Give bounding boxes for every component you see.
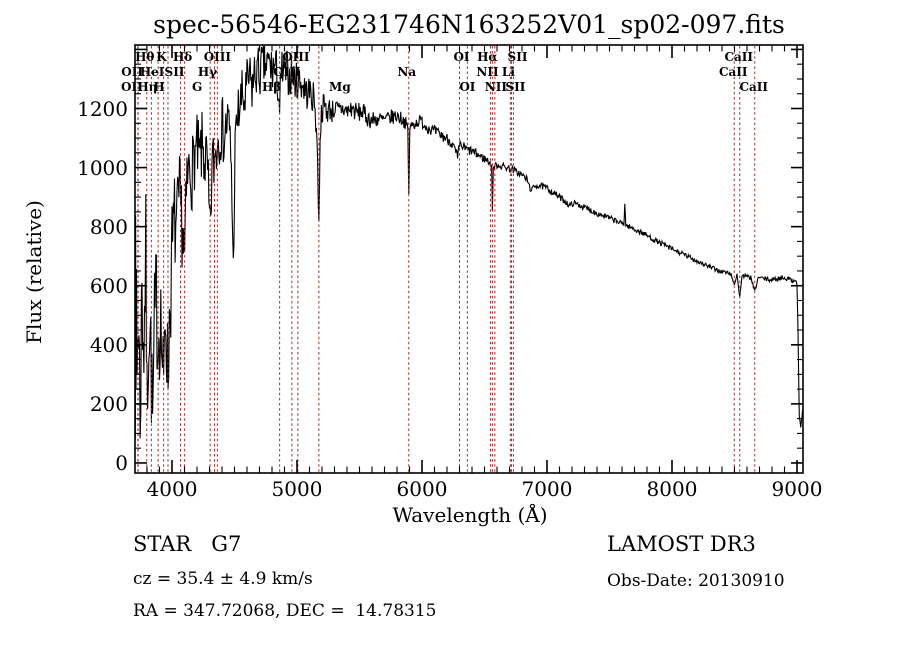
figure-title: spec-56546-EG231746N163252V01_sp02-097.f… (153, 10, 785, 39)
y-tick-label: 1000 (77, 155, 128, 180)
x-tick-label: 7000 (521, 477, 573, 501)
spectral-line-label: CaII (718, 65, 748, 79)
spectral-line-label: CaII (724, 50, 754, 64)
spectral-line-label: K (156, 50, 167, 64)
cz-value: cz = 35.4 ± 4.9 km/s (133, 569, 313, 589)
survey-label: LAMOST DR3 (607, 532, 756, 556)
spectral-line-label: Na (397, 65, 417, 79)
y-tick-label: 200 (89, 391, 128, 416)
obs-date-value: Obs-Date: 20130910 (607, 571, 785, 591)
y-tick-label: 1200 (77, 96, 128, 121)
x-tick-label: 6000 (396, 477, 448, 501)
spectral-line-label: H (153, 80, 165, 94)
x-tick-label: 5000 (271, 477, 323, 501)
y-tick-label: 0 (115, 450, 128, 475)
spectral-line-label: Hβ (261, 80, 282, 94)
spectrum-trace (134, 45, 804, 440)
spectral-line-label: Li (501, 65, 515, 79)
spectral-line-label: OII (121, 65, 143, 79)
x-axis-title: Wavelength (Å) (392, 503, 548, 527)
spectral-line-label: OIII (282, 50, 310, 64)
spectral-line-label: Hγ (197, 65, 218, 79)
y-tick-label: 400 (89, 332, 128, 357)
object-class-label: STAR G7 (133, 532, 242, 556)
spectral-line-label: HeI (139, 65, 165, 79)
plot-frame (134, 44, 804, 474)
spectral-line-label: NII (476, 65, 499, 79)
spectral-line-label: Hδ (172, 50, 193, 64)
spectral-line-label: OI (459, 80, 476, 94)
spectral-line-label: OIII (203, 50, 232, 64)
spectral-line-label: SII (164, 65, 185, 79)
y-tick-label: 800 (89, 214, 128, 239)
ra-dec-value: RA = 347.72068, DEC = 14.78315 (133, 601, 437, 621)
x-tick-label: 9000 (771, 477, 823, 501)
x-tick-label: 4000 (146, 477, 198, 501)
spectral-line-label: SII (505, 80, 526, 94)
spectral-line-label: OII (121, 80, 143, 94)
x-tick-label: 8000 (646, 477, 698, 501)
spectral-line-label: OI (453, 50, 470, 64)
y-tick-label: 600 (89, 273, 128, 298)
spectral-line-label: NII (484, 80, 507, 94)
spectral-line-label: CaII (739, 80, 769, 94)
spectral-line-label: SII (507, 50, 528, 64)
spectral-line-label: Mg (329, 80, 351, 94)
spectral-line-label: Hα (477, 50, 498, 64)
spectral-line-label: G (192, 80, 203, 94)
y-axis-title: Flux (relative) (22, 200, 46, 344)
spectral-line-label: Hθ (135, 50, 155, 64)
spectral-line-label: OIII (273, 65, 301, 79)
spectral-line-label: Hη (137, 80, 158, 94)
